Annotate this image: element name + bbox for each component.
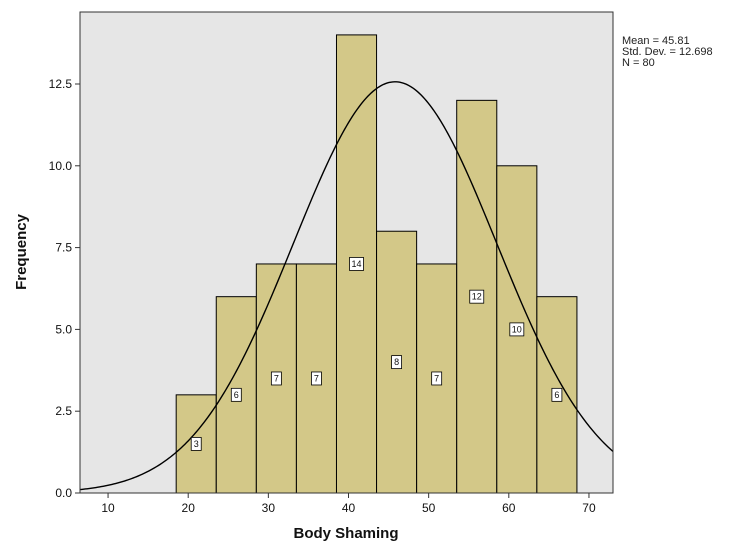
y-axis-title: Frequency [13, 213, 30, 290]
bar-data-label-box [311, 371, 322, 386]
bar-data-label-text: 7 [314, 373, 319, 383]
bar-data-label-box [551, 387, 563, 402]
plot-frame [79, 11, 614, 494]
x-tick-label: 10 [101, 501, 115, 515]
x-tick-label: 70 [582, 501, 596, 515]
bar-data-label-box [469, 289, 485, 304]
x-tick-label: 60 [502, 501, 516, 515]
y-tick-label: 10.0 [49, 159, 73, 173]
bar-data-label: 12 [469, 289, 485, 304]
stats-std-dev: Std. Dev. = 12.698 [622, 46, 713, 58]
bar-data-label-text: 14 [352, 259, 362, 269]
bar-data-label-text: 6 [234, 390, 239, 400]
bar-data-label-text: 10 [512, 324, 522, 334]
bar-data-label-text: 6 [554, 390, 559, 400]
x-tick-label: 20 [182, 501, 196, 515]
bar-data-label: 3 [190, 437, 202, 451]
normal-curve-layer [79, 81, 614, 491]
bar-data-label-text: 12 [472, 292, 482, 302]
bar-data-label-box [190, 437, 202, 451]
y-tick-label: 2.5 [55, 404, 72, 418]
x-axis-title: Body Shaming [293, 525, 398, 542]
bar-data-label-text: 3 [194, 439, 199, 449]
bar-data-label: 7 [431, 371, 443, 386]
bar-data-label: 14 [349, 257, 364, 271]
bar-data-label-text: 7 [274, 373, 279, 383]
bar-data-label: 7 [270, 371, 282, 386]
bar-data-label-box [270, 371, 282, 386]
x-tick-label: 40 [342, 501, 356, 515]
y-tick-label: 0.0 [55, 486, 72, 500]
normal-curve [79, 81, 614, 491]
stats-n: N = 80 [622, 57, 655, 69]
y-axis: 0.0 2.5 5.0 7.5 10.0 12.5 [49, 77, 80, 500]
stats-legend: Mean = 45.81 Std. Dev. = 12.698 N = 80 [622, 35, 713, 69]
y-tick-label: 5.0 [55, 322, 72, 336]
bar-data-label: 10 [509, 322, 525, 337]
bar-data-labels: 3 6 7 7 14 8 7 12 10 6 [190, 257, 563, 451]
bar-data-label-box [509, 322, 525, 337]
stats-mean: Mean = 45.81 [622, 35, 690, 47]
x-tick-label: 50 [422, 501, 436, 515]
bar-data-label-box [431, 371, 443, 386]
bar-data-label-text: 8 [394, 357, 399, 367]
bar-data-label: 8 [391, 355, 402, 370]
bar-data-label-text: 7 [434, 373, 439, 383]
x-axis: 10 20 30 40 50 60 70 [101, 493, 596, 515]
y-tick-label: 7.5 [55, 241, 72, 255]
bar-data-label: 6 [551, 387, 563, 402]
y-tick-label: 12.5 [49, 77, 73, 91]
bar-data-label-box [391, 355, 402, 370]
bar-data-label: 7 [311, 371, 322, 386]
x-tick-label: 30 [262, 501, 276, 515]
bar-data-label-box [230, 387, 242, 402]
bar-data-label: 6 [230, 387, 242, 402]
bar-data-label-box [349, 257, 364, 271]
